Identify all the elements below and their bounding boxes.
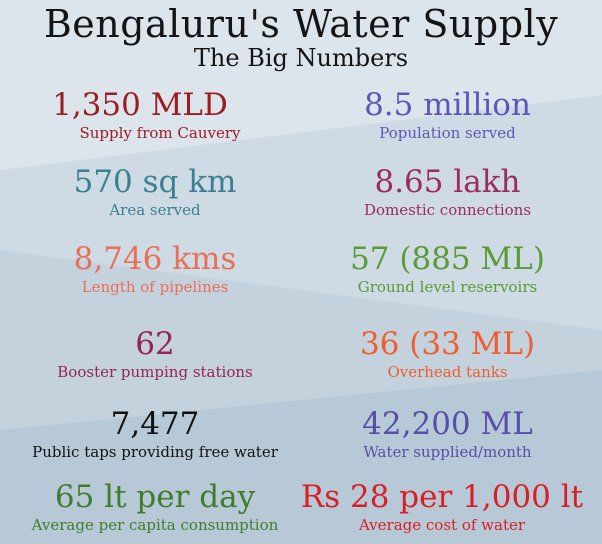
stat-label: Overhead tanks: [387, 363, 508, 381]
stat-value: Rs 28 per 1,000 lt: [300, 479, 584, 515]
stat-label: Supply from Cauvery: [79, 124, 241, 142]
stat-value: 62: [135, 326, 175, 362]
stat-value: 8,746 kms: [73, 241, 237, 277]
stat-label: Ground level reservoirs: [357, 278, 538, 296]
stat-supply-from-cauvery: 1,350 MLD Supply from Cauvery: [20, 86, 300, 142]
stat-label: Average cost of water: [358, 516, 526, 534]
stat-value: 1,350 MLD: [52, 87, 228, 123]
page-subtitle: The Big Numbers: [193, 44, 409, 72]
stat-length-of-pipelines: 8,746 kms Length of pipelines: [15, 240, 295, 296]
stat-label: Public taps providing free water: [32, 443, 278, 461]
stat-value: 7,477: [110, 406, 200, 442]
stat-value: 42,200 ML: [362, 406, 533, 442]
stat-value: 65 lt per day: [54, 479, 256, 515]
stat-value: 8.5 million: [364, 87, 531, 123]
stat-value: 36 (33 ML): [359, 326, 536, 362]
stat-overhead-tanks: 36 (33 ML) Overhead tanks: [305, 325, 590, 381]
stat-area-served: 570 sq km Area served: [15, 163, 295, 219]
stat-ground-level-reservoirs: 57 (885 ML) Ground level reservoirs: [305, 240, 590, 296]
stat-label: Water supplied/month: [363, 443, 532, 461]
stat-population-served: 8.5 million Population served: [305, 86, 590, 142]
stat-label: Population served: [379, 124, 516, 142]
stat-average-cost-of-water: Rs 28 per 1,000 lt Average cost of water: [288, 478, 596, 534]
stat-value: 57 (885 ML): [350, 241, 545, 277]
page-title: Bengaluru's Water Supply: [43, 2, 559, 46]
stat-value: 8.65 lakh: [374, 164, 521, 200]
stat-water-supplied-per-month: 42,200 ML Water supplied/month: [305, 405, 590, 461]
stat-label: Domestic connections: [363, 201, 532, 219]
stat-value: 570 sq km: [73, 164, 237, 200]
stat-label: Booster pumping stations: [57, 363, 253, 381]
stat-domestic-connections: 8.65 lakh Domestic connections: [305, 163, 590, 219]
stat-public-taps: 7,477 Public taps providing free water: [5, 405, 305, 461]
stat-booster-pumping-stations: 62 Booster pumping stations: [15, 325, 295, 381]
stat-per-capita-consumption: 65 lt per day Average per capita consump…: [5, 478, 305, 534]
stat-label: Length of pipelines: [81, 278, 229, 296]
stat-label: Average per capita consumption: [31, 516, 279, 534]
stat-label: Area served: [109, 201, 201, 219]
